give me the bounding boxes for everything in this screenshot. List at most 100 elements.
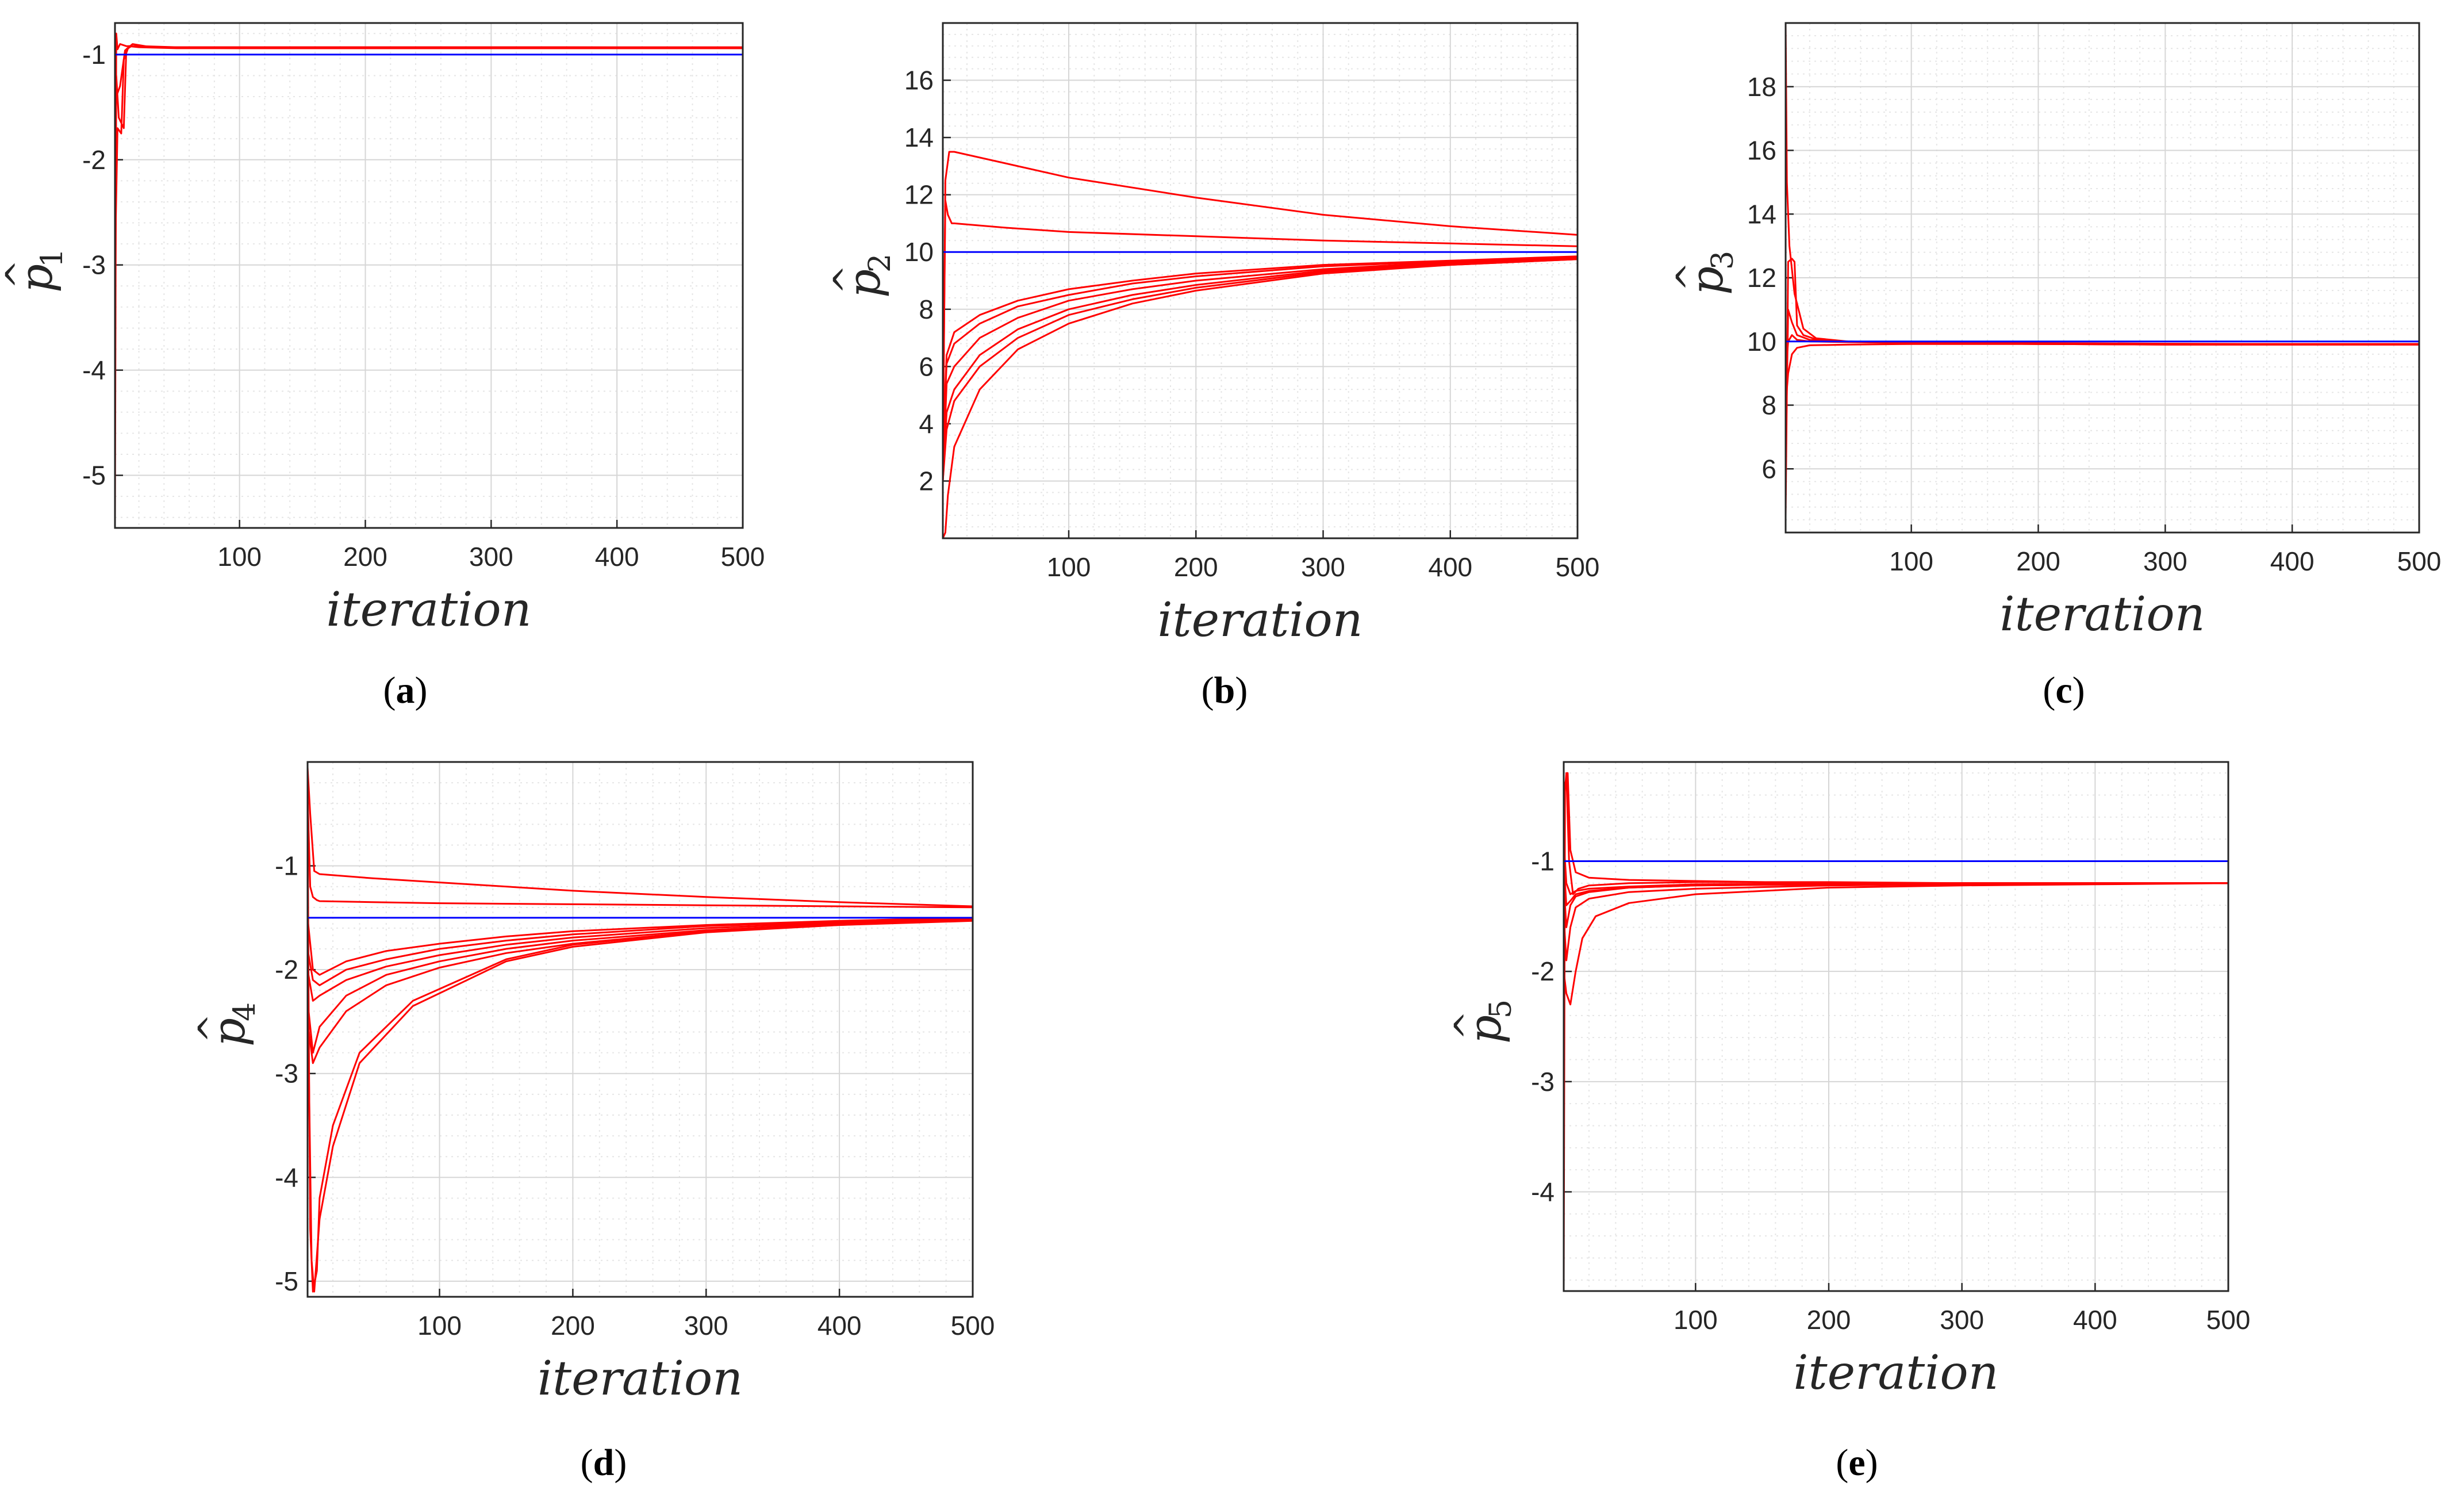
x-tick-label: 500 bbox=[721, 542, 765, 572]
estimate-line bbox=[943, 257, 1578, 481]
x-tick-label: 500 bbox=[951, 1311, 995, 1341]
x-tick-label: 300 bbox=[684, 1311, 728, 1341]
y-tick-label: -3 bbox=[82, 250, 106, 280]
x-tick-label: 200 bbox=[1174, 552, 1218, 582]
axes-box bbox=[114, 22, 744, 529]
chart-panel-c: 100 200 300 400 500 6 8 10 12 14 16 18 iteration p3^ (… bbox=[1668, 22, 2441, 711]
estimate-line bbox=[943, 258, 1578, 538]
y-axis-label-symbol: p bbox=[204, 1018, 255, 1047]
estimate-line bbox=[308, 865, 973, 1293]
y-axis-label-hat: ^ bbox=[1668, 262, 1710, 292]
panel-caption: (d) bbox=[581, 1442, 627, 1484]
x-tick-label: 100 bbox=[1889, 546, 1933, 576]
panel-caption: (b) bbox=[1202, 669, 1248, 711]
x-axis-label: iteration bbox=[538, 1351, 743, 1406]
y-axis-label: p2^ bbox=[826, 254, 897, 298]
estimate-line bbox=[943, 256, 1578, 481]
y-tick-label: -4 bbox=[82, 355, 106, 385]
y-axis-label-hat: ^ bbox=[1446, 1010, 1488, 1040]
panel-caption: (c) bbox=[2043, 669, 2085, 711]
estimate-line bbox=[943, 151, 1578, 481]
x-tick-label: 500 bbox=[2206, 1305, 2251, 1335]
y-axis-label-symbol: p bbox=[839, 269, 891, 298]
estimate-line bbox=[115, 45, 743, 265]
y-tick-label: 14 bbox=[904, 122, 934, 152]
y-axis-label-symbol: p bbox=[11, 264, 63, 293]
y-tick-label: -1 bbox=[82, 40, 106, 70]
estimate-line bbox=[1564, 861, 2228, 906]
x-tick-label: 400 bbox=[2073, 1305, 2117, 1335]
x-tick-label: 100 bbox=[417, 1311, 462, 1341]
estimate-line bbox=[308, 772, 973, 1293]
y-tick-label: -2 bbox=[82, 145, 106, 175]
y-tick-label: -5 bbox=[275, 1266, 298, 1296]
y-axis-label-symbol: p bbox=[1460, 1015, 1511, 1044]
x-tick-label: 100 bbox=[1674, 1305, 1718, 1335]
y-tick-label: 12 bbox=[1747, 263, 1776, 293]
y-tick-label: 8 bbox=[919, 294, 934, 324]
y-axis-label-symbol: p bbox=[1682, 266, 1733, 295]
estimate-line bbox=[1786, 23, 2419, 346]
y-tick-label: -3 bbox=[1531, 1067, 1555, 1097]
chart-panel-d: 100 200 300 400 500 -5 -4 -3 -2 -1 iteration p4^ (d) bbox=[190, 761, 995, 1484]
x-tick-label: 300 bbox=[1301, 552, 1345, 582]
y-axis-label-subscript: 5 bbox=[1484, 999, 1518, 1018]
estimate-line bbox=[1786, 343, 2419, 405]
x-tick-label: 100 bbox=[217, 542, 262, 572]
caption-letter: a bbox=[396, 669, 415, 711]
y-axis-label: p5^ bbox=[1446, 999, 1518, 1044]
y-axis-label-subscript: 4 bbox=[228, 1002, 262, 1021]
y-tick-label: 10 bbox=[904, 237, 934, 267]
plot-area bbox=[115, 32, 743, 528]
x-tick-label: 500 bbox=[1556, 552, 1600, 582]
y-tick-label: 2 bbox=[919, 466, 934, 496]
estimate-line bbox=[943, 256, 1578, 453]
x-tick-label: 300 bbox=[469, 542, 513, 572]
y-tick-label: -5 bbox=[82, 461, 106, 491]
caption-open-paren: ( bbox=[2043, 669, 2055, 711]
chart-panel-a: 100 200 300 400 500 -5 -4 -3 -2 -1 iteration p1^ (a) bbox=[0, 22, 765, 711]
y-tick-label: -4 bbox=[1531, 1177, 1555, 1207]
chart-panel-e: 100 200 300 400 500 -4 -3 -2 -1 iteration p5^ (e) bbox=[1446, 761, 2251, 1484]
estimate-line bbox=[308, 919, 973, 1002]
estimate-line bbox=[1786, 308, 2419, 469]
y-tick-label: 14 bbox=[1747, 199, 1776, 229]
plot-area bbox=[308, 767, 973, 1293]
y-axis-label-hat: ^ bbox=[0, 259, 40, 289]
estimate-line bbox=[1564, 882, 2228, 1006]
estimate-line bbox=[308, 793, 973, 909]
estimate-line bbox=[115, 43, 743, 423]
estimate-line bbox=[1786, 258, 2419, 517]
x-tick-label: 200 bbox=[2016, 546, 2060, 576]
x-tick-label: 400 bbox=[2270, 546, 2315, 576]
y-tick-label: -4 bbox=[275, 1162, 298, 1192]
estimate-line bbox=[1564, 772, 2228, 895]
axes-box bbox=[1563, 761, 2229, 1292]
caption-close-paren: ) bbox=[1235, 669, 1248, 711]
caption-close-paren: ) bbox=[1866, 1442, 1878, 1484]
plot-area bbox=[1786, 23, 2419, 517]
minor-grid bbox=[115, 23, 743, 528]
caption-open-paren: ( bbox=[1836, 1442, 1848, 1484]
caption-letter: c bbox=[2055, 669, 2072, 711]
y-axis-label-hat: ^ bbox=[190, 1013, 232, 1043]
panel-caption: (e) bbox=[1836, 1442, 1878, 1484]
y-tick-label: -1 bbox=[275, 851, 298, 881]
minor-grid bbox=[308, 761, 973, 1297]
y-axis-label-subscript: 2 bbox=[863, 254, 897, 273]
x-axis-label: iteration bbox=[326, 583, 531, 637]
estimate-line bbox=[115, 45, 743, 160]
estimate-line bbox=[943, 200, 1578, 453]
x-tick-label: 400 bbox=[595, 542, 639, 572]
y-tick-label: 18 bbox=[1747, 72, 1776, 102]
y-tick-label: 10 bbox=[1747, 327, 1776, 357]
y-tick-label: 16 bbox=[904, 66, 934, 95]
x-axis-label: iteration bbox=[1793, 1346, 1998, 1400]
x-tick-label: 200 bbox=[551, 1311, 595, 1341]
axes-box bbox=[942, 22, 1579, 539]
y-tick-label: 4 bbox=[919, 409, 934, 439]
y-tick-label: 8 bbox=[1761, 390, 1776, 420]
caption-close-paren: ) bbox=[2072, 669, 2085, 711]
estimate-line bbox=[308, 767, 973, 907]
